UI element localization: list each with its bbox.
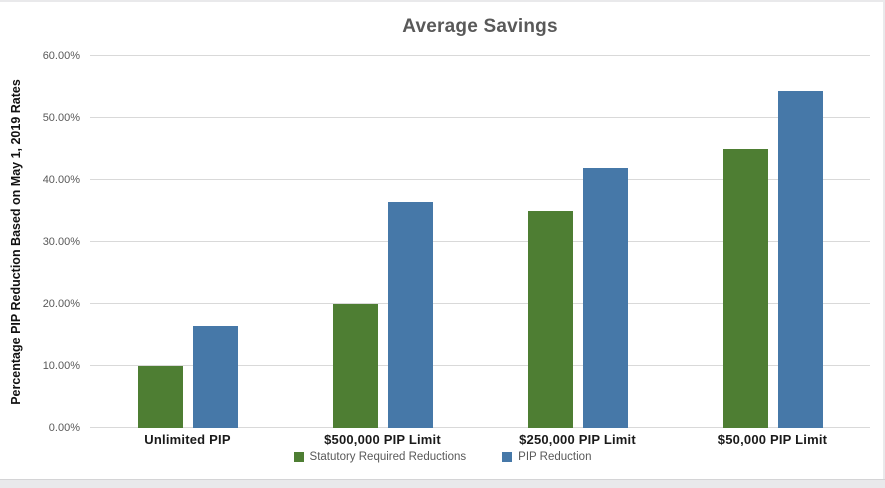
legend-label: PIP Reduction: [518, 451, 592, 463]
bar-group-500-000-pip-limit: [285, 56, 480, 428]
y-axis-tick-labels: 0.00% 10.00% 20.00% 30.00% 40.00% 50.00% 60.00…: [0, 50, 80, 434]
bar-group-250-000-pip-limit: [480, 56, 675, 428]
plot-area: [90, 55, 870, 428]
x-category-label: Unlimited PIP: [144, 432, 231, 447]
gridline: [90, 303, 870, 304]
x-category-label: $500,000 PIP Limit: [324, 432, 441, 447]
y-tick-label: 20.00%: [42, 298, 80, 311]
legend: Statutory Required Reductions PIP Reducti…: [0, 451, 885, 463]
y-tick-label: 0.00%: [48, 422, 80, 434]
y-tick-label: 40.00%: [42, 174, 80, 187]
y-tick-label: 60.00%: [42, 50, 80, 62]
bar-statutory-required-reductions: [332, 304, 378, 428]
legend-item-pip-reduction: PIP Reduction: [502, 451, 591, 463]
bar-statutory-required-reductions: [722, 149, 768, 428]
legend-label: Statutory Required Reductions: [309, 451, 467, 463]
gridline: [90, 365, 870, 366]
bar-group-50-000-pip-limit: [675, 56, 870, 428]
gridline: [90, 179, 870, 180]
frame-edge-bottom: [0, 479, 885, 488]
y-tick-label: 10.00%: [42, 360, 80, 373]
frame-edge-right: [883, 0, 885, 488]
x-axis-category-labels: Unlimited PIP $500,000 PIP Limit $250,000 …: [90, 432, 870, 447]
x-category-label: $50,000 PIP Limit: [717, 432, 828, 447]
bar-pip-reduction: [192, 325, 238, 428]
frame-edge-top: [0, 0, 885, 2]
gridline: [90, 241, 870, 242]
bar-pip-reduction: [777, 91, 823, 428]
bar-group-unlimited-pip: [90, 56, 285, 428]
bar-pip-reduction: [582, 167, 628, 428]
legend-item-statutory-required-reductions: Statutory Required Reductions: [293, 451, 467, 463]
bar-groups: [90, 56, 870, 428]
gridline: [90, 427, 870, 428]
chart-title: Average Savings: [402, 16, 558, 37]
legend-swatch-statutory-required-reductions: [293, 452, 304, 462]
y-tick-label: 30.00%: [42, 236, 80, 248]
bar-statutory-required-reductions: [137, 366, 183, 428]
x-category-label: $250,000 PIP Limit: [519, 432, 636, 447]
bar-pip-reduction: [387, 202, 433, 428]
gridline: [90, 117, 870, 118]
gridline: [90, 55, 870, 56]
bar-statutory-required-reductions: [527, 211, 573, 428]
legend-swatch-pip-reduction: [502, 452, 513, 462]
y-tick-label: 50.00%: [42, 112, 80, 124]
